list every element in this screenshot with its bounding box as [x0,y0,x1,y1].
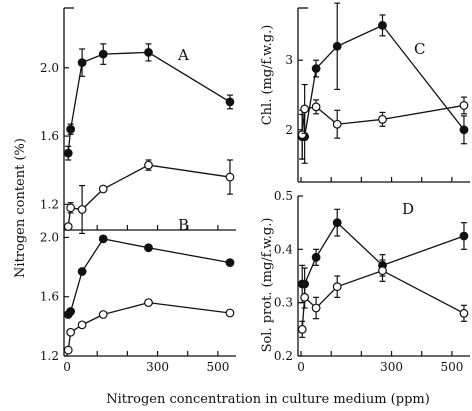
panel-d-open-series-line [301,269,465,330]
panel-a-filled-point [225,97,235,107]
panel-a-y-tick-label: 2.0 [40,61,59,75]
panel-b-filled-point [225,258,235,268]
panel-b-open-point [66,327,76,337]
left-y-axis-title: Nitrogen content (%) [13,138,28,278]
panel-d-y-tick-label: 0.2 [274,349,293,363]
panel-d-filled-point [459,231,469,241]
x-axis-title: Nitrogen concentration in culture medium… [106,392,430,407]
panel-d-open-point [300,292,310,302]
panel-a-open-point [63,222,73,231]
panel-label-c: C [414,40,425,58]
panel-d-filled-point [332,218,342,228]
panel-a-open-point [225,172,235,182]
panel-a-y-tick-label: 1.2 [40,197,59,211]
panel-a-open-point [98,184,108,194]
panel-b-open-point [98,310,108,319]
panel-b-filled-point [77,267,87,276]
panel-b-y-tick-label: 2.0 [40,230,59,244]
panel-c-open-point [459,101,469,110]
panel-a-open-point [77,205,87,214]
panel-c-open-point [332,119,342,129]
panel-c-filled-point [459,125,469,135]
panel-c-y-tick-label: 2 [285,123,293,137]
panel-a: 1.2 1.6 2.0 [40,7,236,235]
panel-b-open-point [77,320,87,330]
panel-a-open-point [144,160,153,170]
panel-d-open-point [297,324,307,334]
panel-b-open-point [63,345,73,355]
panel-b-x-tick-label: 0 [63,360,71,374]
panel-d-y-tick-label: 0.3 [274,296,293,310]
panel-b-y-tick-label: 1.2 [40,349,59,363]
panel-c-y-tick-label: 3 [285,53,293,67]
panel-a-filled-series-line [67,51,231,154]
panel-label-d: D [402,200,414,218]
panel-a-open-point [66,203,76,213]
panel-a-filled-point [144,48,153,57]
panel-d-filled-point [311,252,321,262]
panel-d-x-tick-label: 300 [380,360,403,374]
panel-c: 23 [285,2,470,183]
panel-d-y-tick-label: 0.5 [274,189,293,203]
panel-b-filled-point [66,307,76,316]
panel-d: 0.2 0.3 0.4 0.5 0 300 500 [274,189,470,374]
panel-b-y-tick-label: 1.6 [40,290,59,304]
panel-c-y-axis-title: Chl. (mg/f.w.g.) [260,25,275,126]
panel-b-open-series-line [67,301,231,351]
panel-d-x-tick-label: 0 [297,360,305,374]
panel-d-x-tick-label: 500 [440,360,463,374]
panel-c-filled-point [332,41,342,51]
panel-label-b: B [178,216,189,234]
panel-d-open-point [378,266,387,276]
panel-d-open-point [311,303,321,313]
panel-c-open-point [378,114,387,124]
panel-a-y-tick-label: 1.6 [40,129,59,143]
panel-c-filled-point [311,64,321,73]
panel-a-filled-point [63,148,73,158]
panel-c-open-point [300,104,310,114]
panel-b-x-tick-label: 300 [146,360,169,374]
panel-b-open-point [144,298,153,308]
panel-d-y-tick-label: 0.4 [274,242,293,256]
panel-b: 1.2 1.6 2.0 0 300 500 [40,230,236,374]
panel-a-filled-point [66,124,76,134]
panel-a-filled-point [77,58,87,68]
panel-d-y-axis-title: Sol. prot. (mg/f.w.g.) [260,218,275,353]
panel-d-open-point [459,308,469,318]
panel-b-filled-point [98,234,108,244]
panel-b-x-tick-label: 500 [206,360,229,374]
panel-c-filled-point [378,21,387,30]
panel-a-open-series-line [67,164,231,227]
panel-c-open-point [311,102,321,112]
panel-a-filled-point [98,49,108,59]
panel-label-a: A [177,46,189,64]
panel-b-filled-point [144,243,153,253]
panel-b-open-point [225,308,235,318]
panel-d-open-point [332,282,342,292]
